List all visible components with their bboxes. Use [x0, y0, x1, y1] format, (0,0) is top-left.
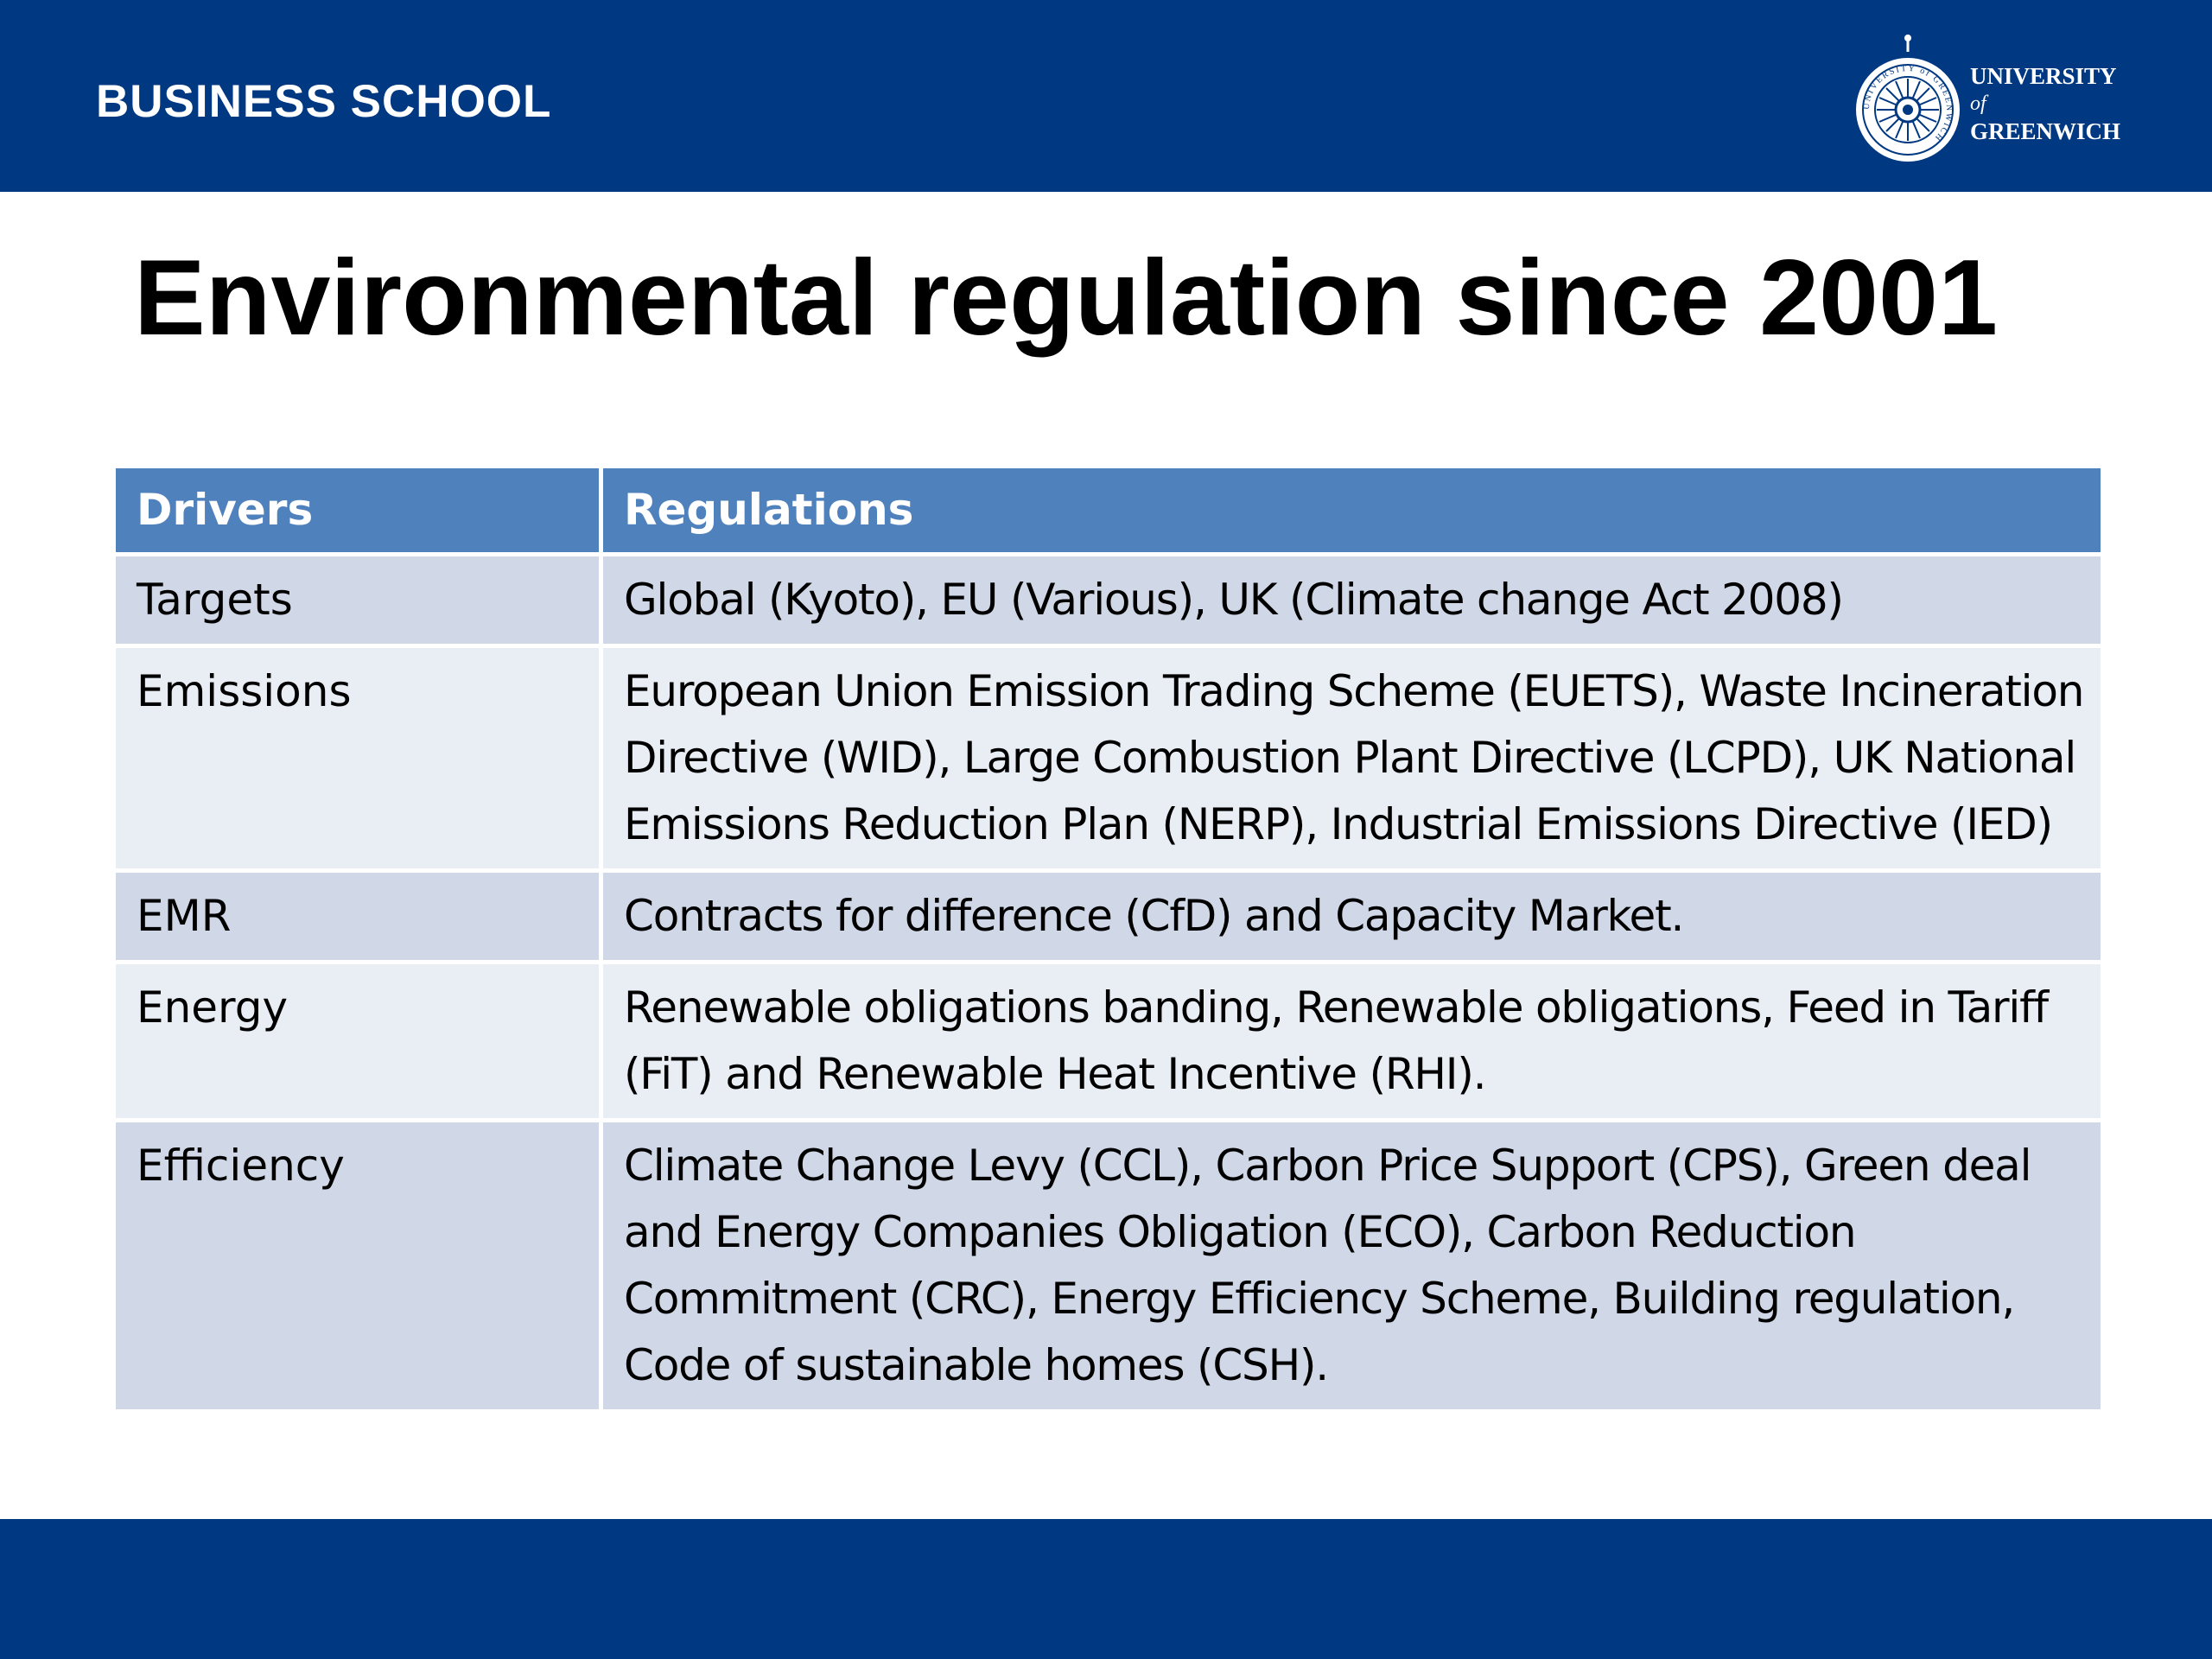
page-title: Environmental regulation since 2001: [134, 238, 1998, 358]
driver-cell: Efficiency: [111, 1118, 603, 1414]
logo-line-greenwich: GREENWICH: [1970, 118, 2121, 144]
column-header-regulations: Regulations: [599, 464, 2105, 556]
driver-cell: EMR: [111, 868, 603, 964]
header-band: BUSINESS SCHOOL UNIVERSITY of GREENWICH …: [0, 0, 2212, 192]
table-row: Efficiency Climate Change Levy (CCL), Ca…: [111, 1118, 2105, 1414]
regulations-cell: Contracts for difference (CfD) and Capac…: [599, 868, 2105, 964]
table-row: Emissions European Union Emission Tradin…: [111, 644, 2105, 873]
university-logo-text: UNIVERSITY of GREENWICH: [1970, 62, 2120, 145]
regulations-cell: Global (Kyoto), EU (Various), UK (Climat…: [599, 552, 2105, 648]
column-header-drivers: Drivers: [111, 464, 603, 556]
driver-cell: Targets: [111, 552, 603, 648]
logo-line-university: UNIVERSITY: [1970, 63, 2117, 89]
regulations-cell: Renewable obligations banding, Renewable…: [599, 960, 2105, 1122]
table-row: Energy Renewable obligations banding, Re…: [111, 960, 2105, 1122]
driver-cell: Emissions: [111, 644, 603, 873]
regulations-cell: Climate Change Levy (CCL), Carbon Price …: [599, 1118, 2105, 1414]
table-header-row: Drivers Regulations: [111, 464, 2105, 556]
regulations-table: Drivers Regulations Targets Global (Kyot…: [111, 464, 2105, 1414]
compass-rose-seal-icon: UNIVERSITY of GREENWICH: [1856, 35, 1960, 162]
logo-line-of: of: [1970, 92, 1986, 115]
table-row: Targets Global (Kyoto), EU (Various), UK…: [111, 552, 2105, 648]
driver-cell: Energy: [111, 960, 603, 1122]
table-row: EMR Contracts for difference (CfD) and C…: [111, 868, 2105, 964]
regulations-cell: European Union Emission Trading Scheme (…: [599, 644, 2105, 873]
school-name: BUSINESS SCHOOL: [96, 76, 552, 127]
footer-band: [0, 1519, 2212, 1659]
